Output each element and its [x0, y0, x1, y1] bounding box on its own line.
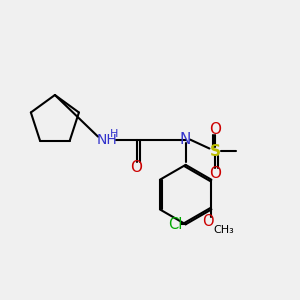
Text: O: O [202, 214, 214, 229]
Text: H: H [110, 129, 118, 139]
Text: Cl: Cl [168, 217, 182, 232]
Text: CH₃: CH₃ [213, 225, 234, 235]
Text: O: O [130, 160, 142, 175]
Text: N: N [180, 132, 191, 147]
Text: O: O [209, 122, 221, 137]
Text: NH: NH [97, 133, 117, 147]
Text: O: O [209, 166, 221, 181]
Text: S: S [210, 144, 221, 159]
